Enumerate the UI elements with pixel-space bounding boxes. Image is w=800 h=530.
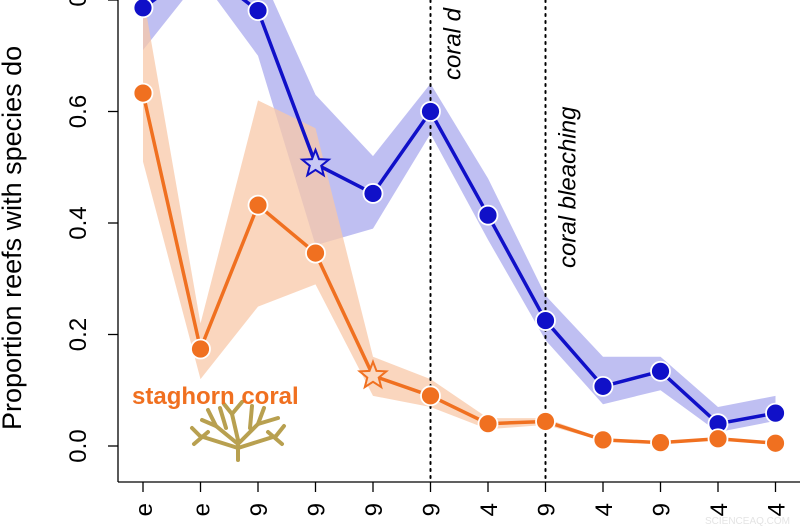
series-1-point-11 xyxy=(765,432,786,454)
series-0-point-9 xyxy=(650,360,671,382)
x-tick-label-8: 4 xyxy=(591,503,618,516)
series-1-star-marker-4 xyxy=(357,359,389,390)
x-tick-label-5: 9 xyxy=(419,503,446,516)
x-tick-label-4: 9 xyxy=(361,503,388,516)
series-0-point-6 xyxy=(477,204,499,226)
staghorn-coral-icon xyxy=(190,400,286,462)
x-tick-label-0: e xyxy=(131,503,158,516)
x-tick-label-7: 9 xyxy=(534,503,561,516)
series-0-point-8 xyxy=(592,375,614,397)
y-axis-title: Proportion reefs with species do xyxy=(0,46,27,430)
y-tick-label-4: 0 xyxy=(65,0,92,7)
series-1-point-8 xyxy=(592,429,614,451)
series-0-point-11 xyxy=(765,402,786,424)
series-0-star-marker-3 xyxy=(299,147,332,178)
x-tick-label-2: 9 xyxy=(246,503,273,516)
y-tick-label-2: 0.4 xyxy=(65,206,92,239)
y-tick-label-3: 0.6 xyxy=(65,95,92,128)
series-1-point-3 xyxy=(305,242,326,264)
series-1-point-0 xyxy=(132,82,154,104)
series-1-point-7 xyxy=(535,411,556,432)
x-tick-label-9: 9 xyxy=(649,503,676,516)
x-tick-label-10: 4 xyxy=(706,503,733,516)
series-0-point-4 xyxy=(362,183,384,204)
series-0-point-7 xyxy=(535,310,556,331)
event-label-1: coral bleaching xyxy=(555,106,582,268)
x-tick-label-1: e xyxy=(189,503,216,516)
x-tick-label-11: 4 xyxy=(764,503,791,516)
series-1-point-6 xyxy=(477,413,499,435)
series-1-point-5 xyxy=(420,385,441,407)
y-tick-label-1: 0.2 xyxy=(65,318,92,351)
staghorn-coral-label: staghorn coral xyxy=(132,383,299,410)
series-1-point-9 xyxy=(650,432,671,454)
series-0-point-0 xyxy=(132,0,154,19)
event-label-0: coral d xyxy=(440,7,467,80)
series-0-line xyxy=(141,0,776,426)
series-0-point-2 xyxy=(247,0,269,21)
x-tick-label-6: 4 xyxy=(476,503,503,516)
series-1-point-2 xyxy=(247,194,269,216)
series-1-point-10 xyxy=(707,428,729,450)
series-0-confidence-band xyxy=(143,0,776,433)
series-1-confidence-band xyxy=(143,0,776,444)
x-tick-label-3: 9 xyxy=(304,503,331,516)
series-1-point-1 xyxy=(190,338,211,360)
series-0-point-5 xyxy=(420,101,441,122)
y-tick-label-0: 0.0 xyxy=(65,429,92,462)
watermark: SCIENCEAQ.COM xyxy=(705,516,790,527)
